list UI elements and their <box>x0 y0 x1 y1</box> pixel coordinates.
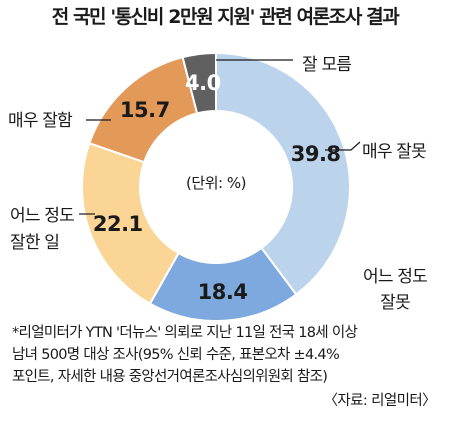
donut-slice <box>81 141 180 305</box>
slice-value-label: 4.0 <box>185 71 221 95</box>
slice-category-label: 매우 잘함 <box>8 111 73 131</box>
slice-value-label: 18.4 <box>198 280 248 304</box>
footnote-line: 남녀 500명 대상 조사(95% 신뢰 수준, 표본오차 ±4.4% <box>12 347 340 363</box>
donut-slice <box>181 51 217 115</box>
leader-line <box>325 141 361 151</box>
unit-label: (단위: %) <box>186 174 246 192</box>
slice-category-label: 어느 정도 <box>363 267 427 287</box>
footnote-line: 포인트, 자세한 내용 중앙선거여론조사심의위원회 참조) <box>12 369 328 385</box>
slice-category-label: 잘 모름 <box>302 55 351 75</box>
slice-category-label: 잘한 일 <box>10 233 59 253</box>
footnote-line: *리얼미터가 YTN '더뉴스' 의뢰로 지난 11일 전국 18세 이상 <box>12 325 358 341</box>
slice-value-label: 39.8 <box>291 142 341 166</box>
chart-title: 전 국민 '통신비 2만원 지원' 관련 여론조사 결과 <box>51 6 400 28</box>
slice-value-label: 22.1 <box>93 212 143 236</box>
slice-category-label: 어느 정도 <box>10 206 74 226</box>
donut-slice <box>215 51 351 296</box>
footnote: *리얼미터가 YTN '더뉴스' 의뢰로 지난 11일 전국 18세 이상 남녀… <box>12 322 444 388</box>
slice-value-label: 15.7 <box>120 98 170 122</box>
source-note: 〈자료: 리얼미터〉 <box>323 393 436 409</box>
slice-category-label: 잘못 <box>380 293 410 313</box>
slice-category-label: 매우 잘못 <box>362 142 426 162</box>
